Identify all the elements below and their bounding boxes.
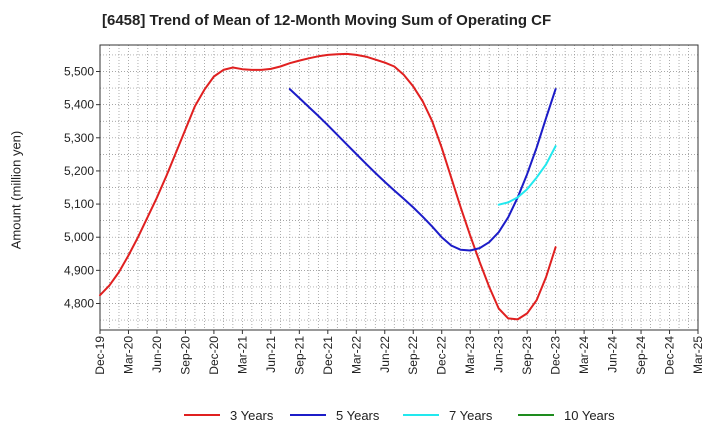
y-tick-label: 5,500 [64, 65, 94, 79]
x-tick-label: Sep-23 [520, 336, 534, 375]
legend: 3 Years 5 Years 7 Years 10 Years [0, 404, 720, 426]
series-line-7-years [497, 145, 557, 206]
y-tick-label: 5,400 [64, 98, 94, 112]
x-tick-label: Dec-23 [549, 336, 563, 375]
y-tick-label: 4,900 [64, 263, 94, 277]
x-tick-label: Sep-20 [178, 336, 192, 375]
x-tick-label: Dec-24 [663, 336, 677, 375]
legend-item-5-years: 5 Years [290, 404, 379, 426]
legend-label: 10 Years [564, 407, 615, 423]
y-tick-label: 5,100 [64, 197, 94, 211]
y-tick-label: 5,000 [64, 230, 94, 244]
x-tick-label: Jun-20 [150, 336, 164, 373]
x-tick-label: Sep-24 [634, 336, 648, 375]
x-tick-label: Jun-22 [378, 336, 392, 373]
x-tick-label: Sep-22 [406, 336, 420, 375]
x-tick-label: Mar-21 [235, 336, 249, 374]
x-tick-label: Mar-24 [577, 336, 591, 374]
x-tick-label: Dec-22 [435, 336, 449, 375]
legend-swatch [290, 414, 326, 416]
x-tick-label: Sep-21 [292, 336, 306, 375]
y-tick-label: 5,200 [64, 164, 94, 178]
y-tick-label: 5,300 [64, 131, 94, 145]
chart-title: [6458] Trend of Mean of 12-Month Moving … [102, 12, 552, 29]
legend-swatch [518, 414, 554, 416]
x-tick-label: Mar-23 [463, 336, 477, 374]
x-tick-label: Jun-21 [264, 336, 278, 373]
legend-label: 7 Years [449, 407, 493, 423]
legend-swatch [403, 414, 439, 416]
x-tick-label: Dec-21 [321, 336, 335, 375]
x-tick-label: Dec-20 [207, 336, 221, 375]
x-tick-label: Jun-23 [492, 336, 506, 373]
legend-label: 5 Years [336, 407, 380, 423]
x-tick-label: Mar-22 [349, 336, 363, 374]
plot-frame [99, 44, 699, 331]
legend-swatch [184, 414, 220, 416]
legend-item-7-years: 7 Years [403, 404, 492, 426]
x-tick-label: Jun-24 [606, 336, 620, 373]
y-tick-label: 4,800 [64, 296, 94, 310]
legend-label: 3 Years [230, 407, 274, 423]
series-line-3-years [99, 52, 557, 321]
legend-item-10-years: 10 Years [518, 404, 615, 426]
x-tick-label: Mar-25 [691, 336, 705, 374]
legend-item-3-years: 3 Years [184, 404, 273, 426]
series-line-5-years [288, 88, 557, 252]
x-tick-label: Dec-19 [93, 336, 107, 375]
plot-area [100, 45, 698, 330]
x-tick-label: Mar-20 [121, 336, 135, 374]
